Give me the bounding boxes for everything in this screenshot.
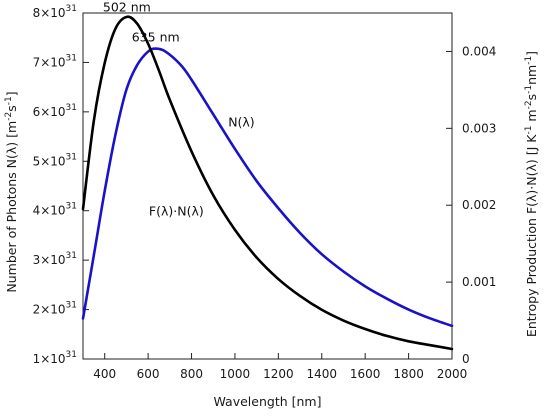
y-left-tick-label: 2×1031 [33,301,77,317]
x-tick-label: 800 [180,367,203,381]
y-left-tick-mantissa: 2×10 [33,303,66,317]
x-tick-label: 1000 [220,367,251,381]
y-axis-left-title: Number of Photons N(λ) [m-2s-1] [4,91,19,292]
x-tick-label: 600 [137,367,160,381]
y-right-title-exp4: -1 [524,56,534,65]
y-left-tick-label: 1×1031 [33,350,77,366]
y-left-tick-label: 5×1031 [33,152,77,168]
y-right-title-mid3: nm [524,65,539,85]
y-right-title-mid1: m [524,109,539,125]
y-right-title-mid2: s [524,94,539,101]
x-axis-title: Wavelength [nm] [214,394,322,409]
annotation-label: F(λ)·N(λ) [149,204,204,219]
y-right-tick-label: 0.001 [462,275,496,289]
y-left-tick-label: 4×1031 [33,202,77,218]
y-right-title-text: Entropy Production F(λ)·N(λ) [J K [524,134,539,337]
y-left-tick-mantissa: 5×10 [33,154,66,168]
y-left-title-text: Number of Photons N(λ) [m [4,121,19,293]
y-left-title-mid: s [4,105,19,112]
series-line-f-n-lambda [81,15,454,351]
y-left-tick-mantissa: 3×10 [33,253,66,267]
y-right-tick-label: 0.003 [462,121,496,135]
plot-frame [82,12,453,360]
y-left-title-exp2: -1 [4,96,14,105]
y-right-title-exp2: -2 [524,100,534,109]
y-right-title-exp1: -1 [524,126,534,135]
x-tick-label: 1600 [350,367,381,381]
y-right-tick-label: 0.002 [462,198,496,212]
y-left-tick-label: 8×1031 [33,4,77,20]
y-left-tick-exponent: 31 [66,152,77,162]
y-left-title-exp1: -2 [4,112,14,121]
y-right-tick-label: 0 [462,352,470,366]
y-left-tick-mantissa: 6×10 [33,105,66,119]
y-left-tick-mantissa: 4×10 [33,204,66,218]
series-line-n-lambda [81,47,454,328]
y-right-title-end: ] [524,51,539,56]
axes [82,12,453,360]
y-left-tick-exponent: 31 [66,53,77,63]
y-left-tick-mantissa: 1×10 [33,352,66,366]
x-tick-label: 2000 [437,367,468,381]
y-left-title-end: ] [4,91,19,96]
x-tick-label: 1200 [263,367,294,381]
series-lines [81,15,454,351]
annotation-label: 502 nm [103,0,151,14]
annotation-label: N(λ) [228,115,255,130]
x-tick-label: 400 [93,367,116,381]
y-axis-right-ticks: 0 0.001 0.002 0.003 0.004 [446,44,496,366]
y-left-tick-exponent: 31 [66,103,77,113]
y-left-tick-label: 6×1031 [33,103,77,119]
y-left-tick-exponent: 31 [66,202,77,212]
y-left-tick-label: 3×1031 [33,251,77,267]
annotations: 502 nm 635 nm N(λ) F(λ)·N(λ) [103,0,255,219]
y-right-title-exp3: -1 [524,85,534,94]
y-left-tick-mantissa: 8×10 [33,6,66,20]
y-axis-left-ticks: 1×10312×10313×10314×10315×10316×10317×10… [33,4,89,366]
y-left-tick-mantissa: 7×10 [33,55,66,69]
y-left-tick-exponent: 31 [66,4,77,14]
y-left-tick-exponent: 31 [66,251,77,261]
x-tick-label: 1800 [393,367,424,381]
y-axis-right-title: Entropy Production F(λ)·N(λ) [J K-1 m-2s… [524,51,539,337]
y-right-tick-label: 0.004 [462,44,496,58]
y-left-tick-exponent: 31 [66,301,77,311]
x-axis-ticks: 400 600 800 1000 1200 1400 1600 1800 2000 [93,353,467,381]
x-tick-label: 1400 [306,367,337,381]
annotation-label: 635 nm [132,30,180,45]
y-left-tick-label: 7×1031 [33,53,77,69]
y-left-tick-exponent: 31 [66,350,77,360]
